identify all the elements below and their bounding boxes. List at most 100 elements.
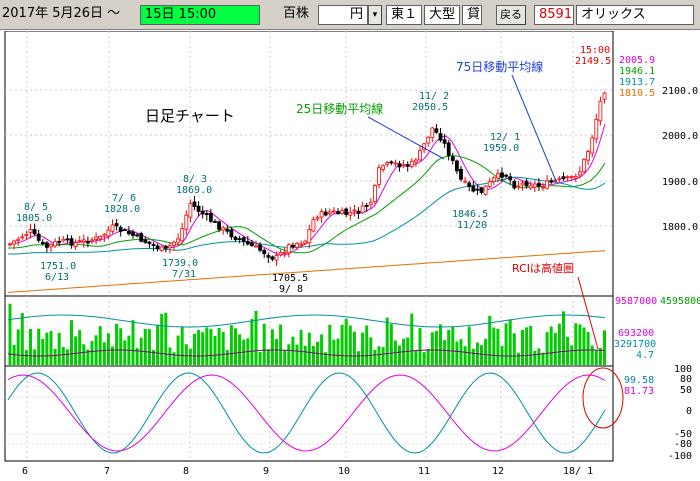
label-date: 7/31 xyxy=(172,269,196,280)
candle-body xyxy=(49,243,53,248)
candle-body xyxy=(16,238,21,242)
rci-long-line xyxy=(7,374,606,452)
volume-bar xyxy=(193,333,196,365)
ma25-value: 1946.1 xyxy=(619,66,655,77)
volume-bar xyxy=(381,347,385,365)
volume-bar xyxy=(8,303,12,365)
volume-bar xyxy=(549,326,553,365)
candle-body xyxy=(377,167,381,185)
end-time-field[interactable]: 15日 15:00 xyxy=(140,5,260,25)
volume-bar xyxy=(488,315,492,365)
volume-bar xyxy=(209,329,213,365)
candle-body xyxy=(311,219,316,232)
candle-body xyxy=(524,180,529,187)
candle-body xyxy=(155,245,160,250)
volume-bar xyxy=(287,344,291,365)
volume-bar xyxy=(78,330,82,365)
rci-tick: 100 xyxy=(674,364,692,375)
volume-bar xyxy=(484,338,488,365)
volume-bar xyxy=(115,323,119,365)
volume-bar xyxy=(418,328,422,365)
volume-bar xyxy=(455,341,459,365)
volume-bar xyxy=(53,348,57,365)
candle-body xyxy=(389,161,394,164)
candle-body xyxy=(471,185,476,192)
candle-body xyxy=(467,182,472,188)
volume-bar xyxy=(94,335,98,365)
candle-body xyxy=(151,244,156,246)
high-low-labels: 8/ 5 1805.0 7/ 6 1828.0 8/ 3 1869.0 11/ … xyxy=(16,91,520,295)
label-price: 1869.0 xyxy=(176,185,212,196)
candle-body xyxy=(32,229,37,235)
volume-bar xyxy=(266,349,270,365)
candle-body xyxy=(86,240,90,244)
candle-body xyxy=(381,165,386,170)
candle-body xyxy=(57,240,62,243)
candle-body xyxy=(578,171,582,176)
candle-body xyxy=(102,234,107,237)
price-tick: 1800.0 xyxy=(662,222,698,233)
volume-bar xyxy=(45,332,49,365)
candle-body xyxy=(196,205,201,212)
volume-bar xyxy=(234,328,237,365)
ma-long-value: 1810.5 xyxy=(619,88,655,99)
candle-body xyxy=(135,234,140,237)
candle-body xyxy=(241,237,246,242)
volume-last-label: 693200 xyxy=(618,328,654,339)
volume-bar xyxy=(537,348,541,365)
ma75-line xyxy=(8,176,606,255)
candle-body xyxy=(98,236,103,240)
volume-max-label-2: 4595800 xyxy=(660,296,700,307)
candle-body xyxy=(65,238,70,241)
candle-body xyxy=(106,229,111,237)
volume-bar xyxy=(213,336,217,365)
chevron-down-icon[interactable]: ▾ xyxy=(368,5,382,25)
volume-bar xyxy=(172,352,176,365)
rci-tick: -50 xyxy=(674,429,692,440)
candle-body xyxy=(28,229,33,233)
volume-bar xyxy=(217,327,221,365)
volume-bar xyxy=(598,347,602,365)
volume-bar xyxy=(521,329,524,365)
candle-body xyxy=(516,185,521,188)
back-button[interactable]: 戻る xyxy=(496,5,526,25)
volume-bar xyxy=(102,342,106,365)
volume-bar xyxy=(152,350,155,365)
volume-bar xyxy=(82,344,86,365)
rci-lines xyxy=(7,372,606,454)
candle-body xyxy=(90,239,94,242)
volume-bar xyxy=(20,313,24,365)
candle-body xyxy=(541,186,545,189)
candle-body xyxy=(438,133,443,141)
volume-bar xyxy=(451,326,455,365)
candle-body xyxy=(495,173,500,179)
date-range-label: 2017年 5月26日 ～ xyxy=(2,6,121,21)
rci-tick: 50 xyxy=(680,385,692,396)
volume-bar xyxy=(37,328,41,365)
month-label: 12 xyxy=(492,466,504,477)
volume-bar xyxy=(385,317,389,365)
currency-select[interactable]: 円 xyxy=(318,5,368,25)
price-tick: 2000.0 xyxy=(662,131,698,142)
code-field[interactable]: 8591 xyxy=(534,5,574,25)
candle-body xyxy=(225,228,230,232)
volume-bar xyxy=(361,332,365,365)
label-date: 8/ 5 xyxy=(24,202,48,213)
label-date: 12/ 1 xyxy=(490,132,520,143)
candle-body xyxy=(356,210,361,214)
candlesticks xyxy=(8,91,607,266)
volume-bar xyxy=(590,345,594,365)
rci-panel xyxy=(4,365,614,462)
candle-body xyxy=(286,244,291,254)
candle-body xyxy=(336,211,340,214)
volume-bar xyxy=(492,327,496,365)
rci-pointer xyxy=(577,276,599,350)
candle-body xyxy=(303,240,308,244)
month-label: 6 xyxy=(22,466,28,477)
volume-bar xyxy=(270,329,274,365)
volume-bar xyxy=(160,313,164,365)
volume-bar xyxy=(324,352,328,365)
stock-chart: 日足チャート 25日移動平均線 75日移動平均線 RCIは高値圏 15:00 2… xyxy=(4,31,700,477)
volume-bar xyxy=(422,352,426,365)
category-field: 大型 xyxy=(424,5,460,25)
